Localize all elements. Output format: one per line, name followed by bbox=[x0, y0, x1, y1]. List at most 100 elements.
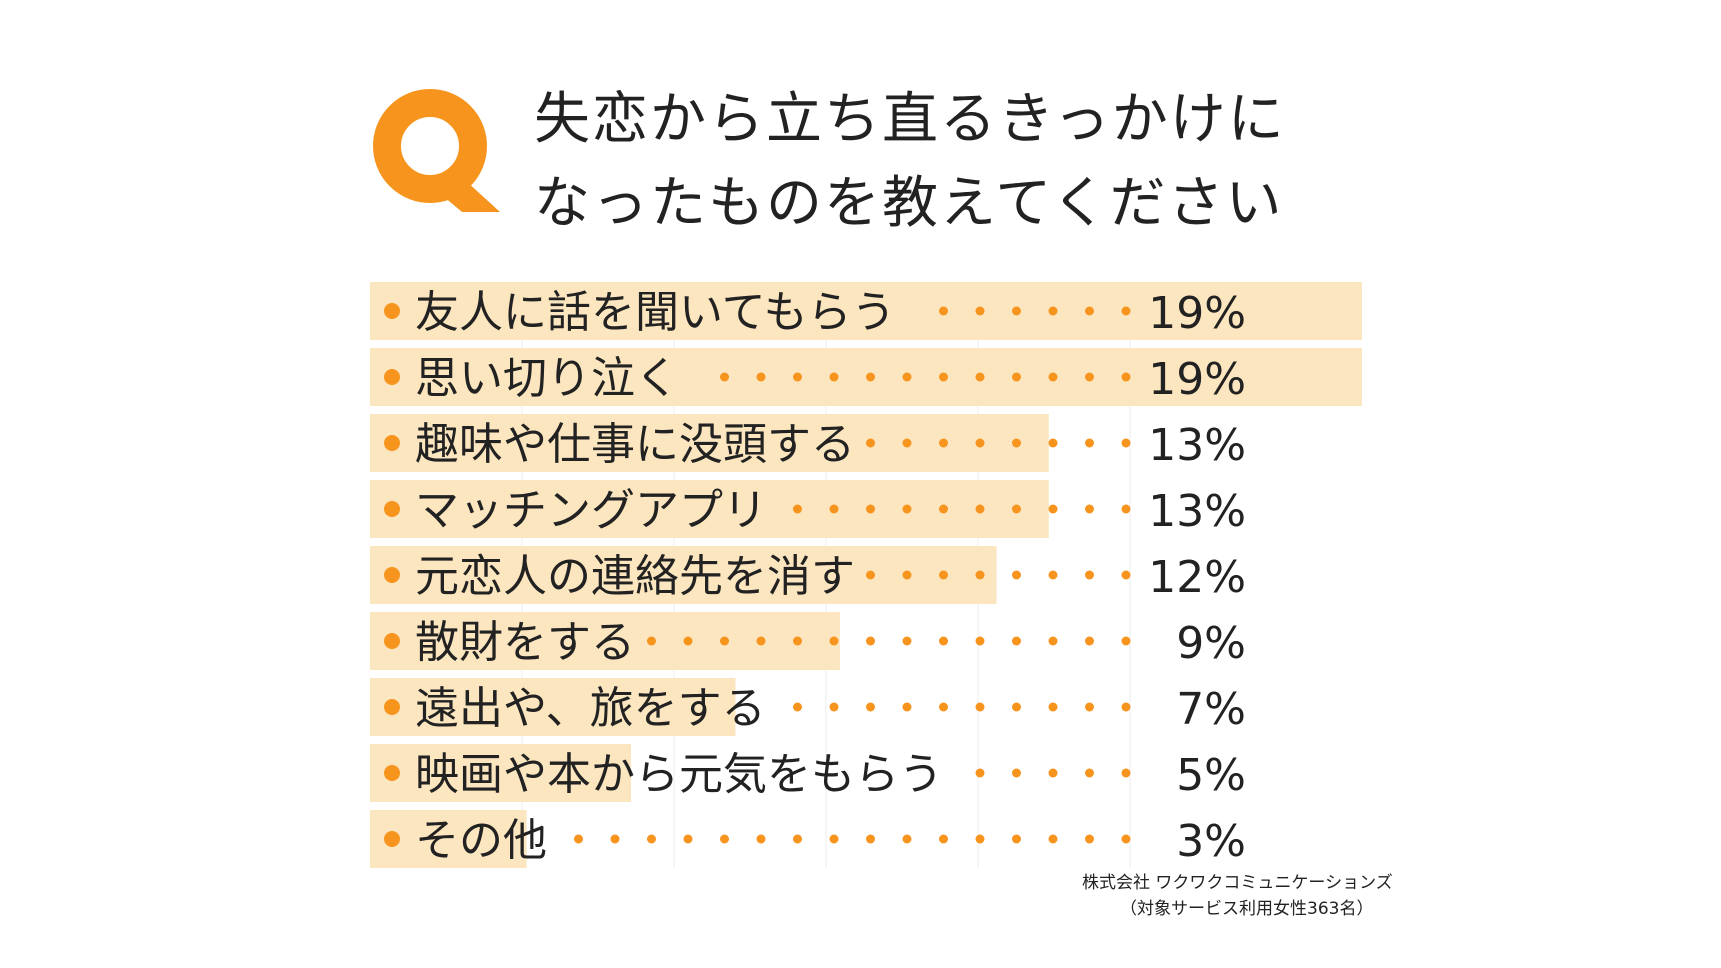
leader-dot bbox=[975, 702, 985, 712]
leader-dot bbox=[1085, 372, 1094, 382]
leader-dot bbox=[866, 636, 875, 646]
leader-dot bbox=[866, 702, 875, 712]
category-label: 散財をする bbox=[415, 617, 635, 668]
bar bbox=[370, 546, 997, 604]
value-label: 19% bbox=[1148, 354, 1246, 405]
leader-dot bbox=[574, 834, 583, 844]
bullet-icon bbox=[384, 435, 400, 451]
leader-dots bbox=[574, 306, 1131, 844]
leader-dot bbox=[975, 438, 985, 448]
value-label: 3% bbox=[1176, 816, 1246, 867]
bullet-icon bbox=[384, 699, 400, 715]
leader-dot bbox=[975, 636, 985, 646]
leader-dot bbox=[1048, 438, 1058, 448]
leader-dot bbox=[1085, 834, 1094, 844]
leader-dot bbox=[902, 702, 912, 712]
leader-dot bbox=[683, 636, 693, 646]
leader-dot bbox=[756, 636, 766, 646]
leader-dot bbox=[902, 570, 912, 580]
bullet-icon bbox=[384, 567, 400, 583]
value-label: 9% bbox=[1176, 618, 1246, 669]
value-label: 5% bbox=[1176, 750, 1246, 801]
leader-dot bbox=[756, 372, 766, 382]
leader-dot bbox=[866, 504, 875, 514]
leader-dot bbox=[720, 372, 729, 382]
value-label: 13% bbox=[1148, 420, 1246, 471]
leader-dot bbox=[939, 636, 948, 646]
leader-dot bbox=[1085, 702, 1094, 712]
leader-dot bbox=[975, 306, 985, 316]
bar bbox=[370, 414, 1049, 472]
q-badge-icon bbox=[373, 89, 500, 212]
leader-dot bbox=[939, 570, 948, 580]
leader-dot bbox=[829, 702, 839, 712]
leader-dot bbox=[975, 372, 985, 382]
bullet-icon bbox=[384, 633, 400, 649]
bar bbox=[370, 480, 1049, 538]
question-title-line-1: 失恋から立ち直るきっかけに bbox=[534, 87, 1286, 152]
leader-dot bbox=[1121, 504, 1131, 514]
leader-dot bbox=[866, 570, 875, 580]
leader-dot bbox=[939, 438, 948, 448]
leader-dot bbox=[1012, 702, 1021, 712]
leader-dot bbox=[1012, 834, 1021, 844]
leader-dot bbox=[1085, 306, 1094, 316]
leader-dot bbox=[756, 834, 766, 844]
leader-dot bbox=[939, 504, 948, 514]
leader-dot bbox=[647, 834, 656, 844]
leader-dot bbox=[866, 834, 875, 844]
leader-dot bbox=[902, 636, 912, 646]
source-sample-note: （対象サービス利用女性363名） bbox=[1120, 899, 1374, 919]
bullet-icon bbox=[384, 303, 400, 319]
leader-dot bbox=[902, 504, 912, 514]
leader-dot bbox=[683, 834, 693, 844]
category-label: マッチングアプリ bbox=[415, 485, 767, 536]
leader-dot bbox=[829, 372, 839, 382]
leader-dot bbox=[1085, 570, 1094, 580]
leader-dot bbox=[1085, 768, 1094, 778]
leader-dot bbox=[939, 306, 948, 316]
leader-dot bbox=[1012, 768, 1021, 778]
leader-dot bbox=[975, 570, 985, 580]
leader-dot bbox=[1085, 636, 1094, 646]
leader-dot bbox=[829, 636, 839, 646]
bar bbox=[370, 282, 1362, 340]
leader-dot bbox=[975, 504, 985, 514]
leader-dot bbox=[939, 702, 948, 712]
leader-dot bbox=[1121, 372, 1131, 382]
category-label: 趣味や仕事に没頭する bbox=[415, 419, 855, 470]
bar bbox=[370, 678, 736, 736]
category-label: その他 bbox=[415, 815, 547, 866]
leader-dot bbox=[1048, 636, 1058, 646]
leader-dot bbox=[793, 702, 802, 712]
leader-dot bbox=[1012, 570, 1021, 580]
leader-dot bbox=[1121, 834, 1131, 844]
category-label: 元恋人の連絡先を消す bbox=[415, 551, 855, 602]
leader-dot bbox=[1121, 636, 1131, 646]
leader-dot bbox=[610, 834, 620, 844]
leader-dot bbox=[1121, 768, 1131, 778]
category-label: 映画や本から元気をもらう bbox=[415, 749, 943, 800]
bullet-icon bbox=[384, 501, 400, 517]
leader-dot bbox=[793, 372, 802, 382]
leader-dot bbox=[1121, 702, 1131, 712]
source-company: 株式会社 ワクワクコミュニケーションズ bbox=[1082, 873, 1393, 893]
leader-dot bbox=[1012, 438, 1021, 448]
category-label: 思い切り泣く bbox=[415, 353, 679, 404]
leader-dot bbox=[939, 834, 948, 844]
leader-dot bbox=[975, 768, 985, 778]
leader-dot bbox=[829, 834, 839, 844]
bullet-icon bbox=[384, 831, 400, 847]
value-label: 13% bbox=[1148, 486, 1246, 537]
value-label: 7% bbox=[1176, 684, 1246, 735]
leader-dot bbox=[1121, 570, 1131, 580]
leader-dot bbox=[866, 372, 875, 382]
leader-dot bbox=[1048, 570, 1058, 580]
labels: 友人に話を聞いてもらう 19% 思い切り泣く 19% 趣味や仕事に没頭する 13% マッチン… bbox=[384, 287, 1246, 867]
leader-dot bbox=[902, 372, 912, 382]
value-label: 19% bbox=[1148, 288, 1246, 339]
leader-dot bbox=[902, 834, 912, 844]
leader-dot bbox=[1048, 372, 1058, 382]
leader-dot bbox=[793, 504, 802, 514]
